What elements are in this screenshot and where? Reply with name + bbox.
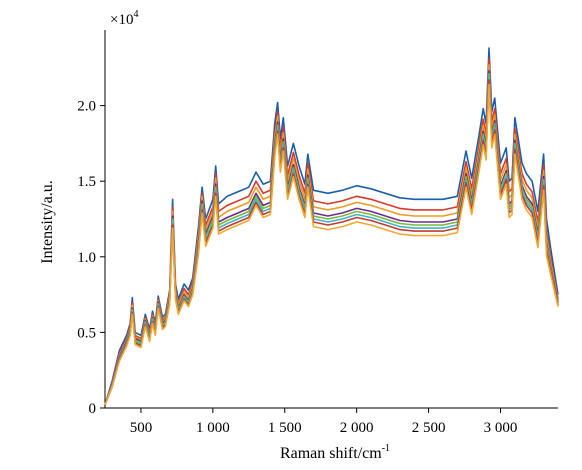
y-multiplier-base: ×10 (110, 12, 133, 28)
x-tick-label: 3 000 (484, 420, 518, 436)
x-tick-label: 500 (130, 420, 153, 436)
x-tick-label: 1 500 (268, 420, 302, 436)
y-tick-label: 0 (89, 401, 97, 417)
y-tick-label: 2.0 (77, 99, 96, 115)
plot-series (104, 47, 559, 406)
x-axis-label-text: Raman shift/cm (280, 445, 382, 462)
y-multiplier-exponent: 4 (133, 9, 138, 20)
x-tick-label: 1 000 (196, 420, 230, 436)
spectrum-line-8 (104, 83, 559, 406)
x-tick-label: 2 000 (340, 420, 374, 436)
y-tick-label: 1.5 (77, 174, 96, 190)
y-axis-label: Intensity/a.u. (39, 180, 56, 264)
x-axis-label-exponent: -1 (382, 443, 390, 454)
y-tick-label: 0.5 (77, 325, 96, 341)
chart-axes (104, 30, 558, 409)
x-ticks: 500 1 000 1 500 2 000 2 500 3 000 (130, 408, 518, 436)
y-tick-label: 1.0 (77, 250, 96, 266)
x-tick-label: 2 500 (412, 420, 446, 436)
y-multiplier: ×104 (110, 9, 138, 28)
x-axis-label: Raman shift/cm-1 (280, 443, 390, 462)
y-ticks: 0 0.5 1.0 1.5 2.0 (77, 99, 105, 417)
